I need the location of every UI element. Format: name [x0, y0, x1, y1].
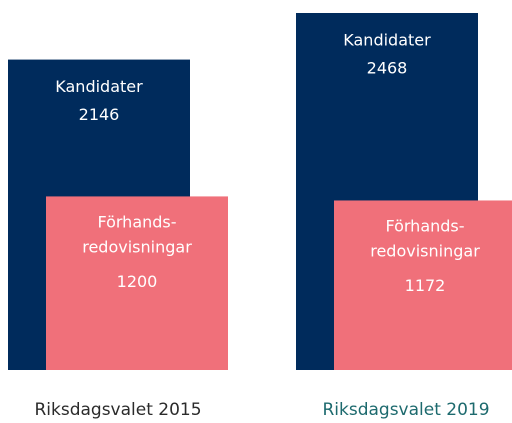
value-label: 2468 — [367, 59, 408, 78]
category-label: Riksdagsvalet 2015 — [34, 400, 201, 420]
series-label: Kandidater — [343, 31, 431, 50]
value-label: 1172 — [405, 276, 446, 295]
category-label: Riksdagsvalet 2019 — [322, 400, 489, 420]
series-label: Förhands-redovisningar — [82, 212, 192, 256]
series-label: Förhands-redovisningar — [370, 216, 480, 260]
value-label: 1200 — [117, 272, 158, 291]
series-label: Kandidater — [55, 77, 143, 96]
bar — [334, 200, 512, 370]
bar — [46, 196, 228, 370]
value-label: 2146 — [79, 105, 120, 124]
